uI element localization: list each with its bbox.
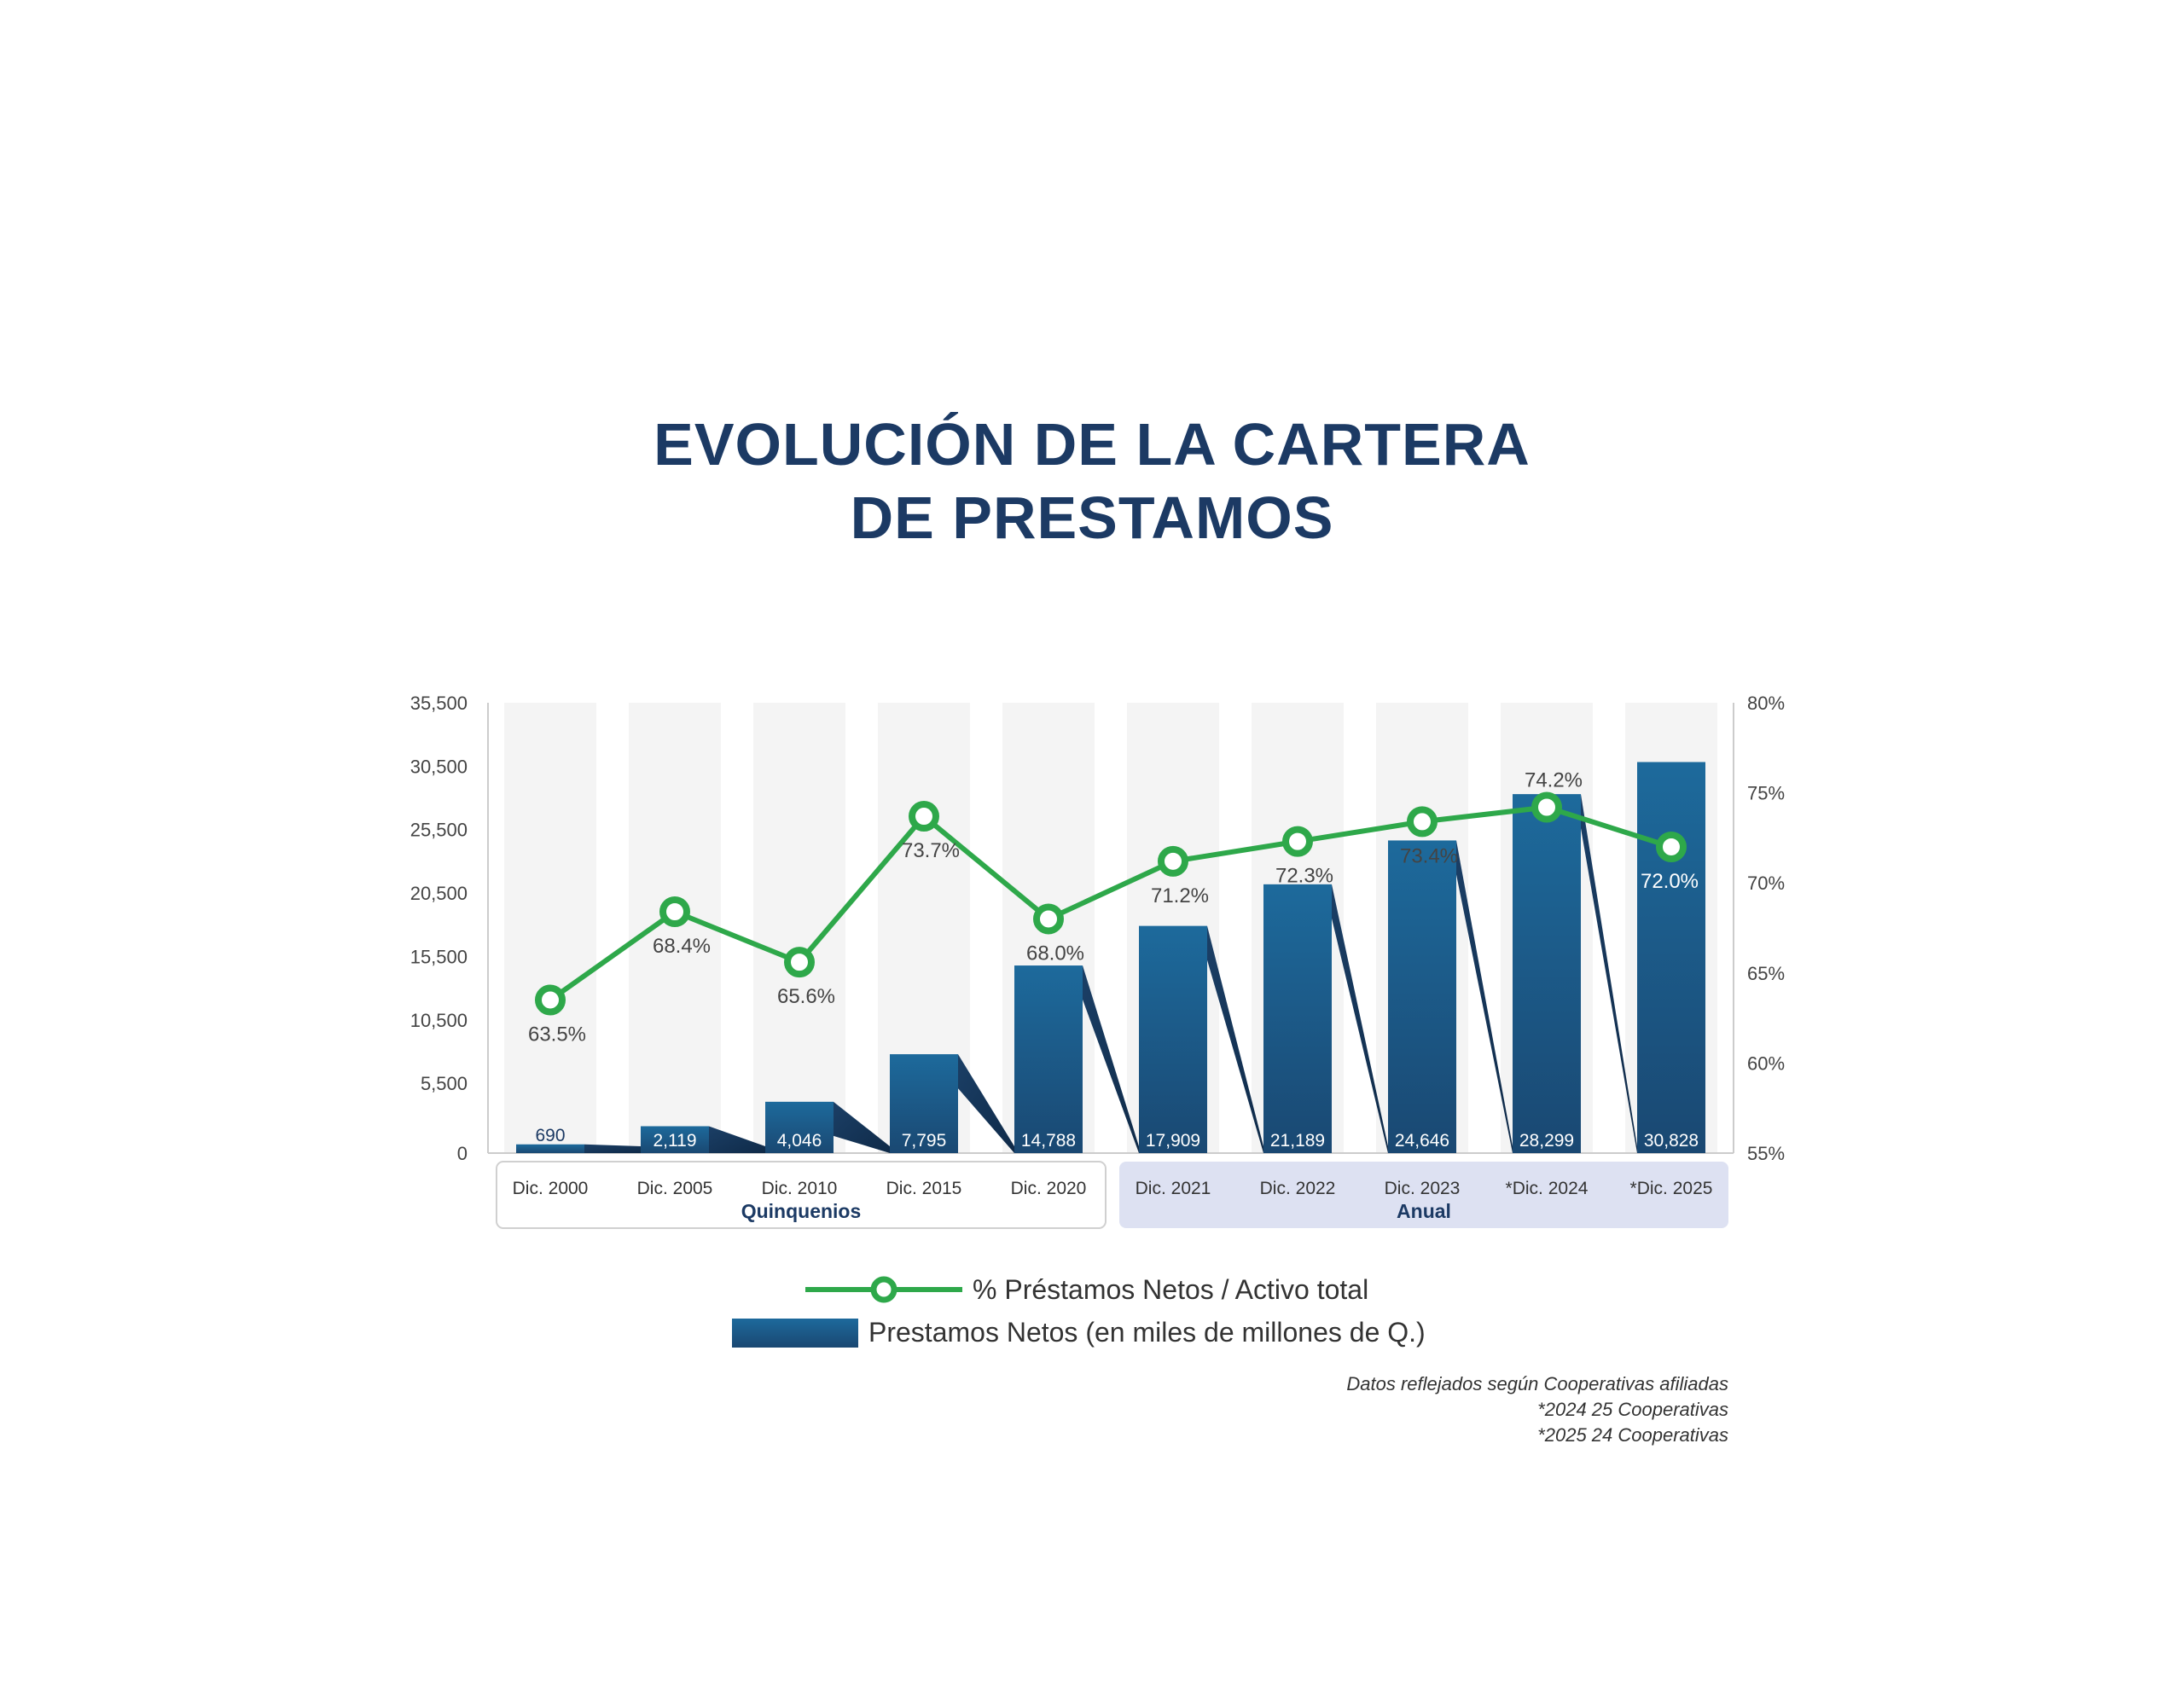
- bar-connector: [709, 1126, 765, 1153]
- line-marker: [535, 984, 566, 1016]
- bar-value-label: 2,119: [653, 1131, 697, 1151]
- left-axis-tick-label: 5,500: [421, 1073, 468, 1094]
- line-value-label: 63.5%: [528, 1023, 586, 1046]
- bar-value-label: 14,788: [1021, 1131, 1076, 1151]
- footnotes: Datos reflejados según Cooperativas afil…: [1346, 1371, 1728, 1448]
- bar: [1139, 925, 1207, 1153]
- legend-line-marker: [870, 1276, 897, 1303]
- line-marker: [1531, 791, 1562, 823]
- left-axis-tick-label: 25,500: [410, 820, 468, 841]
- chart-title-line-2: DE PRESTAMOS: [850, 484, 1334, 551]
- left-axis-tick-label: 10,500: [410, 1010, 468, 1031]
- line-value-label: 73.4%: [1400, 844, 1458, 867]
- x-tick-label: Dic. 2005: [637, 1179, 713, 1198]
- bar-value-label: 690: [535, 1126, 565, 1145]
- bar-connector: [1332, 884, 1388, 1153]
- bar: [516, 1144, 584, 1153]
- bar-connector: [958, 1054, 1014, 1153]
- footnote-source: Datos reflejados según Cooperativas afil…: [1346, 1373, 1728, 1394]
- bar: [1388, 840, 1456, 1153]
- line-series: [535, 791, 1687, 1016]
- left-axis-tick-label: 20,500: [410, 883, 468, 904]
- x-axis: Quinquenios Anual Dic. 2000 Dic. 2005 Dic. 2…: [496, 1161, 1728, 1229]
- line-value-label: 72.3%: [1275, 865, 1333, 888]
- legend-line-label: % Préstamos Netos / Activo total: [973, 1274, 1368, 1305]
- line-value-label: 72.0%: [1641, 870, 1699, 893]
- bar-connector: [1581, 794, 1637, 1153]
- x-tick-label: *Dic. 2025: [1630, 1179, 1713, 1198]
- bar-value-label: 4,046: [777, 1131, 822, 1151]
- bar: [890, 1054, 958, 1153]
- x-tick-label: Dic. 2023: [1385, 1179, 1461, 1198]
- x-tick-label: *Dic. 2024: [1506, 1179, 1589, 1198]
- right-axis-tick-label: 80%: [1747, 693, 1785, 714]
- line-value-label: 68.0%: [1026, 942, 1084, 965]
- line-data-labels: 63.5% 68.4% 65.6% 73.7% 68.0% 71.2% 72.3% 73.4%…: [528, 768, 1699, 1046]
- bar: [765, 1101, 834, 1153]
- bar-value-label: 28,299: [1519, 1131, 1574, 1151]
- bar: [1637, 762, 1705, 1153]
- line-value-label: 71.2%: [1151, 884, 1209, 907]
- bar-connector: [584, 1144, 641, 1153]
- chart-title: EVOLUCIÓN DE LA CARTERA DE PRESTAMOS: [0, 408, 2184, 554]
- right-axis-tick-label: 70%: [1747, 872, 1785, 894]
- group-box-quinquenios: [496, 1161, 1107, 1229]
- line-marker: [1656, 831, 1687, 862]
- x-tick-label: Dic. 2021: [1136, 1179, 1211, 1198]
- line-value-label: 68.4%: [653, 935, 711, 958]
- x-tick-label: Dic. 2015: [886, 1179, 962, 1198]
- right-axis-tick-label: 65%: [1747, 963, 1785, 984]
- right-axis-tick-label: 55%: [1747, 1143, 1785, 1164]
- bar-connector: [1083, 965, 1139, 1153]
- bar-series: [516, 762, 1705, 1153]
- left-axis-tick-label: 35,500: [410, 693, 468, 714]
- left-axis-tick-label: 0: [457, 1143, 468, 1164]
- line-marker: [1033, 903, 1064, 935]
- legend: % Préstamos Netos / Activo total Prestamo…: [732, 1274, 1426, 1348]
- bar-connector: [1207, 925, 1263, 1153]
- bar-value-label: 30,828: [1644, 1131, 1699, 1151]
- line-marker: [659, 896, 690, 927]
- x-tick-label: Dic. 2020: [1011, 1179, 1087, 1198]
- footnote-2025: *2025 24 Cooperativas: [1537, 1424, 1728, 1446]
- line-value-label: 73.7%: [902, 839, 960, 862]
- line-path: [549, 804, 1672, 1002]
- bar-value-label: 17,909: [1146, 1131, 1200, 1151]
- left-axis-tick-label: 30,500: [410, 756, 468, 777]
- line-marker: [1282, 826, 1313, 857]
- footnote-2024: *2024 25 Cooperativas: [1537, 1399, 1728, 1420]
- right-axis-tick-label: 60%: [1747, 1052, 1785, 1074]
- right-axis-tick-label: 75%: [1747, 783, 1785, 804]
- chart-title-line-1: EVOLUCIÓN DE LA CARTERA: [653, 411, 1531, 478]
- group-label: Quinquenios: [741, 1200, 862, 1222]
- x-tick-label: Dic. 2022: [1260, 1179, 1336, 1198]
- bar-value-label: 24,646: [1395, 1131, 1449, 1151]
- bar-connector: [1456, 840, 1513, 1153]
- bar: [1513, 794, 1581, 1153]
- column-band: [504, 703, 596, 1153]
- group-box-anual: [1119, 1162, 1728, 1228]
- line-value-label: 65.6%: [777, 985, 835, 1008]
- bar: [1014, 965, 1083, 1153]
- bar-connectors: [584, 794, 1637, 1153]
- x-tick-label: Dic. 2000: [513, 1179, 589, 1198]
- line-value-label: 74.2%: [1525, 768, 1583, 791]
- line-marker: [1407, 806, 1438, 838]
- bar-value-label: 7,795: [902, 1131, 947, 1151]
- group-label: Anual: [1397, 1200, 1451, 1222]
- bar-value-label: 21,189: [1270, 1131, 1325, 1151]
- column-band: [629, 703, 721, 1153]
- legend-bar-swatch: [732, 1319, 858, 1348]
- bar: [1263, 884, 1332, 1153]
- bar: [641, 1126, 709, 1153]
- bar-connector: [834, 1101, 890, 1153]
- line-marker: [909, 801, 939, 832]
- legend-bar-label: Prestamos Netos (en miles de millones de…: [868, 1317, 1426, 1348]
- line-marker: [784, 947, 815, 978]
- line-marker: [1158, 845, 1188, 877]
- left-axis-tick-label: 15,500: [410, 946, 468, 967]
- x-tick-label: Dic. 2010: [762, 1179, 838, 1198]
- bar-data-labels: 690 2,119 4,046 7,795 14,788 17,909 21,189 24,6…: [535, 1126, 1699, 1151]
